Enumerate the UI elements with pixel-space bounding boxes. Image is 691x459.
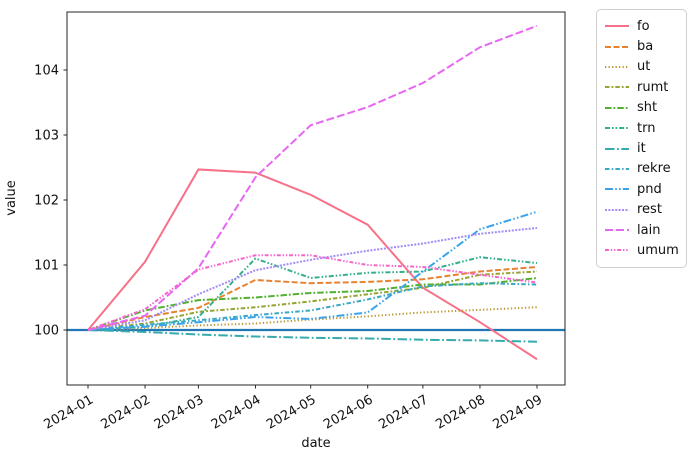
y-tick-label: 101	[34, 259, 59, 274]
legend-line-sample-trn	[605, 127, 629, 130]
legend-item-ut: ut	[604, 57, 678, 77]
legend-item-rest: rest	[604, 200, 678, 220]
legend-label-umum: umum	[637, 242, 679, 258]
x-axis-label: date	[301, 436, 330, 451]
x-tick-label: 2024-08	[433, 392, 488, 432]
y-axis-label: value	[4, 180, 19, 216]
axis-ticks	[63, 69, 538, 389]
legend-label-sht: sht	[637, 100, 658, 116]
series-line-umum	[87, 254, 538, 331]
legend-line-sample-umum	[605, 249, 629, 252]
y-tick-label: 100	[34, 324, 59, 339]
series-line-pnd	[87, 210, 538, 331]
x-tick-label: 2024-04	[209, 392, 264, 432]
legend-line-sample-it	[605, 147, 629, 150]
legend-line-sample-sht	[605, 106, 629, 109]
series-line-sht	[87, 277, 538, 331]
series-line-fo	[87, 168, 538, 361]
x-tick-label: 2024-01	[41, 392, 96, 432]
legend-line-sample-fo	[605, 25, 629, 28]
legend-item-pnd: pnd	[604, 179, 678, 199]
legend-label-trn: trn	[637, 120, 656, 136]
legend-label-pnd: pnd	[637, 181, 662, 197]
legend-item-lain: lain	[604, 220, 678, 240]
series-lines-group	[87, 24, 538, 361]
legend-label-it: it	[637, 141, 646, 157]
legend-item-it: it	[604, 138, 678, 158]
legend-item-sht: sht	[604, 98, 678, 118]
series-line-lain	[87, 24, 538, 331]
x-tick-label: 2024-03	[152, 392, 207, 432]
x-tick-label: 2024-02	[98, 392, 153, 432]
legend-line-sample-rumt	[605, 86, 629, 89]
legend-line-sample-ba	[605, 45, 629, 48]
series-line-ba	[87, 265, 538, 331]
legend-label-ba: ba	[637, 39, 654, 55]
y-tick-label: 103	[34, 129, 59, 144]
axes-spines	[66, 11, 566, 386]
legend-label-rekre: rekre	[637, 161, 671, 177]
legend-label-rest: rest	[637, 202, 662, 218]
y-tick-labels: 100 101 102 103 104	[34, 64, 59, 339]
x-tick-label: 2024-07	[376, 392, 431, 432]
legend-label-lain: lain	[637, 222, 661, 238]
legend-label-ut: ut	[637, 59, 651, 75]
x-tick-label: 2024-09	[490, 392, 545, 432]
legend-item-rumt: rumt	[604, 77, 678, 97]
legend-line-sample-pnd	[605, 188, 629, 191]
x-tick-label: 2024-06	[321, 392, 376, 432]
series-line-it	[87, 329, 538, 343]
legend-line-sample-lain	[605, 229, 629, 232]
legend-label-rumt: rumt	[637, 79, 669, 95]
y-tick-label: 102	[34, 194, 59, 209]
legend-line-sample-rekre	[605, 167, 629, 170]
series-line-rumt	[87, 270, 538, 331]
legend: fo ba ut rumt sht trn it rekre pnd rest lain umum	[596, 9, 687, 268]
series-line-rest	[87, 226, 538, 331]
legend-item-ba: ba	[604, 36, 678, 56]
legend-item-fo: fo	[604, 16, 678, 36]
legend-item-rekre: rekre	[604, 159, 678, 179]
legend-item-umum: umum	[604, 240, 679, 260]
y-tick-label: 104	[34, 64, 59, 79]
legend-item-trn: trn	[604, 118, 678, 138]
series-line-rekre	[87, 282, 538, 331]
legend-line-sample-rest	[605, 208, 629, 211]
x-tick-label: 2024-05	[264, 392, 319, 432]
legend-line-sample-ut	[605, 65, 629, 68]
legend-label-fo: fo	[637, 18, 650, 34]
